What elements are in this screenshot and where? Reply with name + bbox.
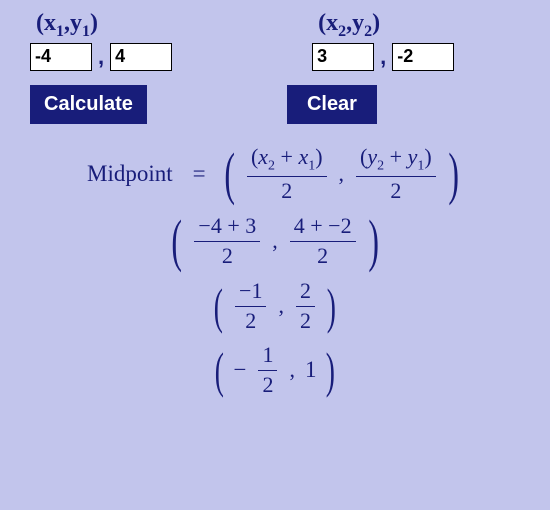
frac-x-simp: −1 2 xyxy=(235,278,266,334)
lparen-1: ( xyxy=(224,145,235,203)
y-result: 1 xyxy=(305,357,317,383)
fcomma-4: , xyxy=(289,357,295,383)
fcomma-2: , xyxy=(272,228,278,254)
math-area: Midpoint = ( (x2 + x1) 2 , (y2 + y1) 2 )… xyxy=(30,144,520,398)
result-line: ( − 1 2 , 1 ) xyxy=(30,342,520,398)
comma-2: , xyxy=(380,44,386,70)
substitution-line: ( −4 + 3 2 , 4 + −2 2 ) xyxy=(30,212,520,270)
rparen-4: ) xyxy=(326,345,335,395)
buttons-row: Calculate Clear xyxy=(30,85,520,124)
comma-1: , xyxy=(98,44,104,70)
clear-button[interactable]: Clear xyxy=(287,85,377,124)
frac-y-simp: 2 2 xyxy=(296,278,315,334)
simplify-line: ( −1 2 , 2 2 ) xyxy=(30,278,520,334)
fcomma-1: , xyxy=(339,161,345,187)
rparen-3: ) xyxy=(327,281,336,331)
y1-input[interactable] xyxy=(110,43,172,71)
rparen-2: ) xyxy=(368,212,379,270)
neg-sign: − xyxy=(234,357,247,383)
rparen-1: ) xyxy=(448,145,459,203)
midpoint-label: Midpoint xyxy=(87,161,173,187)
frac-x-sub: −4 + 3 2 xyxy=(194,213,260,269)
point1-label: (x1,y1) xyxy=(36,10,98,41)
x1-input[interactable] xyxy=(30,43,92,71)
frac-x-formula: (x2 + x1) 2 xyxy=(247,144,327,205)
equals-sign: = xyxy=(193,161,206,187)
fcomma-3: , xyxy=(278,293,284,319)
inputs-row: (x1,y1) , (x2,y2) , xyxy=(30,10,520,71)
x2-input[interactable] xyxy=(312,43,374,71)
lparen-2: ( xyxy=(171,212,182,270)
formula-line: Midpoint = ( (x2 + x1) 2 , (y2 + y1) 2 ) xyxy=(30,144,520,205)
point1-fields: , xyxy=(30,43,172,71)
frac-y-sub: 4 + −2 2 xyxy=(290,213,356,269)
lparen-3: ( xyxy=(214,281,223,331)
frac-x-result: 1 2 xyxy=(258,342,277,398)
point2-label: (x2,y2) xyxy=(318,10,380,41)
lparen-4: ( xyxy=(215,345,224,395)
point2-group: (x2,y2) , xyxy=(312,10,454,71)
calculate-button[interactable]: Calculate xyxy=(30,85,147,124)
frac-y-formula: (y2 + y1) 2 xyxy=(356,144,436,205)
point2-fields: , xyxy=(312,43,454,71)
point1-group: (x1,y1) , xyxy=(30,10,172,71)
y2-input[interactable] xyxy=(392,43,454,71)
app-container: (x1,y1) , (x2,y2) , Calculate Clear Midp… xyxy=(0,0,550,416)
